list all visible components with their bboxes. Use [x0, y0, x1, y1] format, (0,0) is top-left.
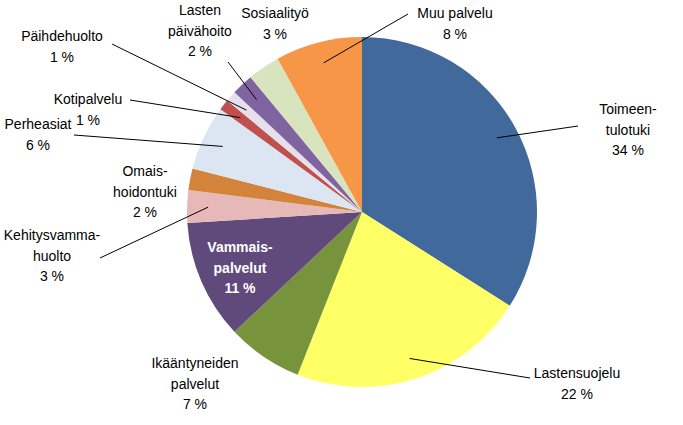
- svg-text:Päihdehuolto1 %: Päihdehuolto1 %: [21, 28, 103, 65]
- svg-text:Lastensuojelu22 %: Lastensuojelu22 %: [534, 365, 620, 402]
- svg-text:Vammais-palvelut11 %: Vammais-palvelut11 %: [207, 239, 273, 296]
- svg-text:Muu palvelu8 %: Muu palvelu8 %: [417, 5, 493, 42]
- svg-text:Sosiaalityö3 %: Sosiaalityö3 %: [241, 5, 309, 42]
- svg-text:Kotipalvelu1 %: Kotipalvelu1 %: [54, 91, 123, 128]
- svg-text:Kehitysvamma-huolto3 %: Kehitysvamma-huolto3 %: [8, 227, 101, 284]
- svg-text:Toimeen-tulotuki34 %: Toimeen-tulotuki34 %: [599, 101, 657, 158]
- svg-text:Lastenpäivähoito2 %: Lastenpäivähoito2 %: [168, 2, 232, 59]
- svg-text:Omais-hoidontuki2 %: Omais-hoidontuki2 %: [113, 163, 177, 220]
- svg-text:Ikääntyneidenpalvelut7 %: Ikääntyneidenpalvelut7 %: [151, 355, 238, 412]
- svg-text:Perheasiat6 %: Perheasiat6 %: [8, 116, 72, 153]
